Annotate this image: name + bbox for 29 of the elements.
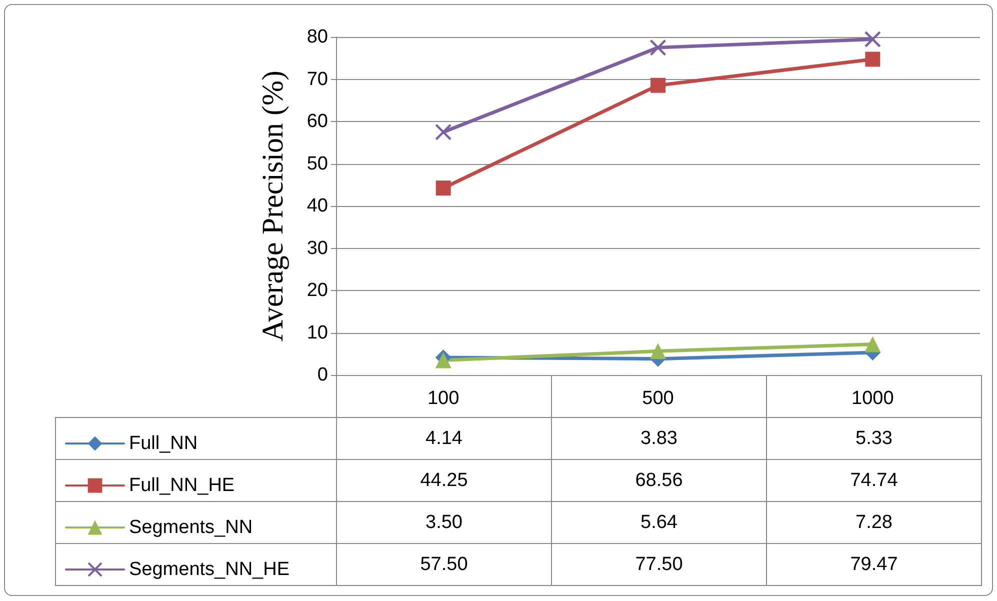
legend-label: Segments_NN bbox=[129, 517, 253, 538]
data-label: 44.25 bbox=[336, 460, 552, 502]
data-label: 3.50 bbox=[336, 502, 552, 544]
y-tick-label: 30 bbox=[306, 238, 328, 259]
y-tick-label: 80 bbox=[306, 26, 328, 48]
y-tick-label: 70 bbox=[306, 68, 328, 90]
y-tick-label: 60 bbox=[306, 111, 328, 132]
legend-label: Segments_NN_HE bbox=[129, 559, 290, 580]
legend-label: Full_NN_HE bbox=[129, 475, 235, 496]
data-label: 5.33 bbox=[766, 418, 982, 460]
y-tick-label: 20 bbox=[306, 280, 328, 301]
data-label: 74.74 bbox=[766, 460, 982, 502]
legend-label: Full_NN bbox=[129, 433, 198, 454]
y-tick-label: 40 bbox=[306, 196, 328, 216]
data-label: 3.83 bbox=[552, 418, 766, 460]
data-label: 79.47 bbox=[766, 544, 982, 586]
x-tick-label: 1000 bbox=[852, 388, 894, 409]
y-tick-label: 50 bbox=[306, 153, 328, 174]
x-tick-label: 100 bbox=[427, 388, 460, 409]
x-tick-label: 500 bbox=[642, 388, 674, 409]
data-label: 57.50 bbox=[336, 544, 552, 586]
data-label: 4.14 bbox=[336, 418, 552, 460]
y-axis-title: Average Precision (%) bbox=[256, 70, 290, 342]
data-label: 68.56 bbox=[552, 460, 766, 502]
data-label: 7.28 bbox=[766, 502, 982, 544]
y-tick-label: 10 bbox=[306, 322, 328, 344]
data-label: 77.50 bbox=[552, 544, 766, 586]
y-tick-label: 0 bbox=[317, 364, 328, 386]
data-label: 5.64 bbox=[552, 502, 766, 544]
